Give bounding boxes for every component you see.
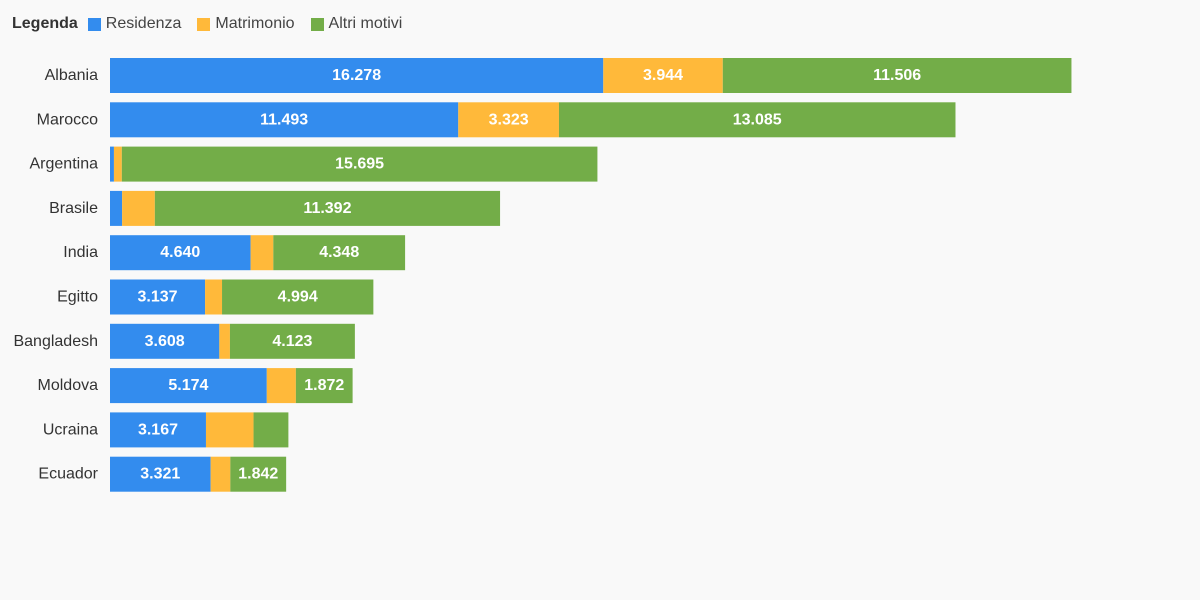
value-label-marocco-residenza: 11.493 [260,111,308,128]
bar-bangladesh-matrimonio[interactable] [219,323,230,359]
value-label-moldova-altri-motivi: 1.872 [304,377,344,394]
value-label-moldova-residenza: 5.174 [168,377,208,394]
value-label-bangladesh-altri-motivi: 4.123 [272,333,312,350]
bar-brasile-matrimonio[interactable] [122,190,155,226]
category-label-moldova: Moldova [38,377,99,394]
bar-marocco-residenza[interactable] [110,102,459,138]
value-label-egitto-residenza: 3.137 [138,289,178,306]
legend-item-altri-motivi[interactable]: Altri motivi [310,15,403,33]
value-label-egitto-altri-motivi: 4.994 [278,289,318,306]
value-label-albania-altri-motivi: 11.506 [873,67,921,84]
bar-india-matrimonio[interactable] [250,235,274,271]
value-label-albania-matrimonio: 3.944 [643,67,683,84]
bar-bangladesh-residenza[interactable] [110,323,220,359]
bar-argentina-matrimonio[interactable] [113,146,122,182]
legend-item-matrimonio[interactable]: Matrimonio [197,15,295,33]
value-label-bangladesh-residenza: 3.608 [145,333,185,350]
bar-india-altri-motivi[interactable] [273,235,406,271]
legend-label-matrimonio: Matrimonio [215,15,295,32]
category-label-egitto: Egitto [57,289,98,306]
legend-title: Legenda [12,15,78,32]
bar-albania-residenza[interactable] [110,58,604,93]
bar-ecuador-matrimonio[interactable] [210,456,231,492]
value-label-ucraina-residenza: 3.167 [138,421,178,438]
legend-item-residenza[interactable]: Residenza [87,15,182,33]
bar-marocco-matrimonio[interactable] [458,102,559,138]
legend-label-altri-motivi: Altri motivi [328,15,403,32]
bar-moldova-residenza[interactable] [110,368,267,404]
bar-egitto-residenza[interactable] [110,279,206,315]
value-label-marocco-altri-motivi: 13.085 [733,111,782,128]
value-label-ecuador-residenza: 3.321 [140,466,180,483]
legend-swatch-residenza [87,17,101,31]
category-label-ecuador: Ecuador [38,466,98,483]
legend: Legenda Residenza Matrimonio Altri motiv… [12,14,418,34]
bar-india-residenza[interactable] [110,235,251,271]
bar-argentina-altri-motivi[interactable] [121,146,598,182]
category-label-bangladesh: Bangladesh [13,333,98,350]
category-label-argentina: Argentina [30,156,99,173]
value-label-india-altri-motivi: 4.348 [319,244,359,261]
bar-ucraina-residenza[interactable] [110,412,206,448]
legend-swatch-matrimonio [197,17,211,31]
value-label-india-residenza: 4.640 [160,244,200,261]
bar-argentina-residenza[interactable] [110,146,114,182]
legend-label-residenza: Residenza [105,15,182,32]
bar-bangladesh-altri-motivi[interactable] [229,323,355,359]
value-label-ecuador-altri-motivi: 1.842 [238,466,278,483]
value-label-argentina-altri-motivi: 15.695 [335,156,384,173]
category-label-india: India [63,244,98,261]
category-label-brasile: Brasile [49,200,98,217]
bar-ucraina-altri-motivi[interactable] [253,412,289,448]
bar-ecuador-residenza[interactable] [110,456,211,492]
bar-egitto-altri-motivi[interactable] [222,279,374,315]
bar-brasile-residenza[interactable] [110,190,123,226]
bar-marocco-altri-motivi[interactable] [558,102,956,138]
bar-brasile-altri-motivi[interactable] [154,190,501,226]
value-label-marocco-matrimonio: 3.323 [489,111,529,128]
bar-egitto-matrimonio[interactable] [205,279,223,315]
value-label-brasile-altri-motivi: 11.392 [303,200,351,217]
bar-albania-matrimonio[interactable] [603,58,723,93]
category-label-ucraina: Ucraina [43,421,98,438]
bar-ecuador-altri-motivi[interactable] [230,456,287,492]
bar-ucraina-matrimonio[interactable] [205,412,254,448]
category-label-albania: Albania [45,67,98,84]
category-label-marocco: Marocco [37,111,98,128]
bar-moldova-altri-motivi[interactable] [295,368,353,404]
bar-albania-altri-motivi[interactable] [722,58,1072,93]
value-label-albania-residenza: 16.278 [332,67,381,84]
legend-swatch-altri-motivi [310,17,324,31]
bar-moldova-matrimonio[interactable] [266,368,296,404]
